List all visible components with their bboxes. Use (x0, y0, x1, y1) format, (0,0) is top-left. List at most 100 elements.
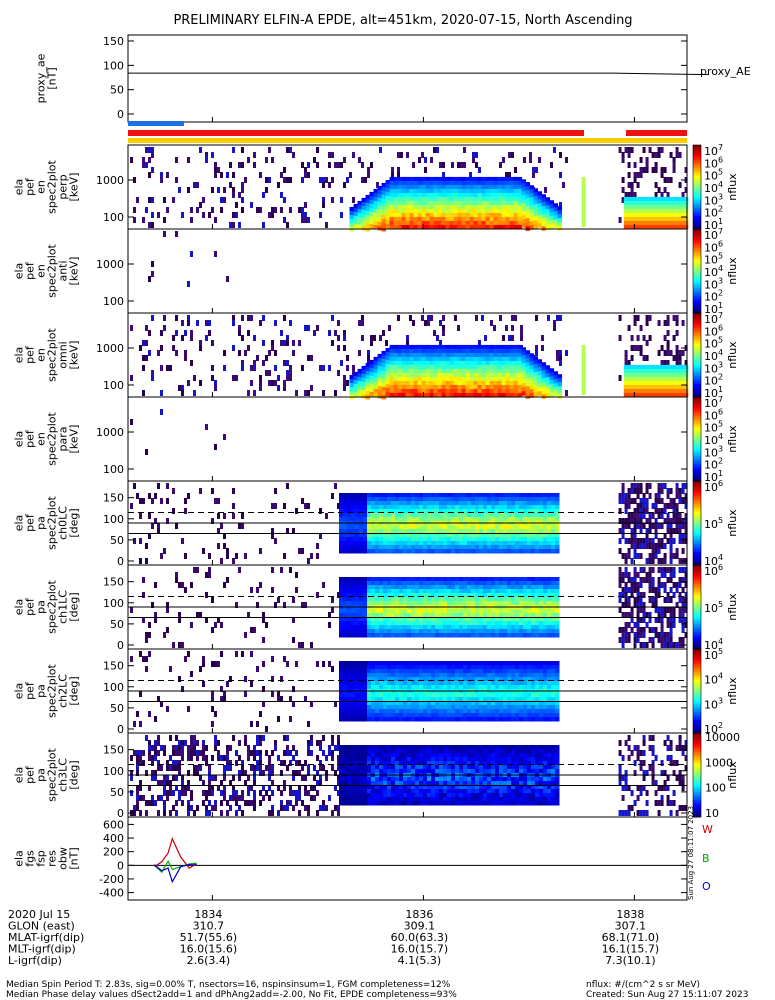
pa-cell-6 (431, 617, 436, 622)
data-pixel-3 (259, 380, 262, 386)
pa-cell-5 (479, 513, 484, 518)
data-pixel-3 (241, 335, 244, 341)
data-pixel-1 (633, 172, 637, 178)
spectrogram-cell-1 (635, 220, 641, 226)
pa-cell-5 (427, 525, 432, 530)
pa-cell-6 (483, 597, 488, 602)
pa-cell-6 (347, 633, 352, 638)
spectrogram-cell-1 (401, 188, 407, 194)
pa-cell-5 (375, 529, 380, 534)
spectrogram-cell-1 (537, 199, 543, 204)
data-pixel-6 (642, 602, 646, 608)
data-pixel-3 (328, 365, 331, 371)
pa-cell-6 (499, 601, 504, 606)
pa-cell-6 (423, 629, 428, 634)
spectrogram-cell-1 (437, 212, 443, 218)
pa-cell-5 (463, 533, 468, 538)
colorbar-cell-5-28 (693, 539, 701, 543)
data-pixel-6 (627, 577, 631, 583)
pa-cell-6 (551, 609, 556, 614)
data-pixel-5 (648, 543, 652, 549)
spectrogram-cell-1 (421, 200, 427, 206)
pa-cell-5 (499, 493, 504, 498)
spectrogram-cell-1 (493, 200, 499, 206)
spectrogram-cell-3 (477, 356, 483, 362)
spectrogram-cell-3 (489, 356, 495, 362)
pa-cell-5 (391, 517, 396, 522)
spectrogram-cell-1 (541, 202, 547, 207)
pa-cell-5 (343, 505, 348, 510)
spectrogram-cell-3 (477, 384, 483, 390)
spectrogram-cell-1 (429, 212, 435, 218)
pa-cell-5 (491, 513, 496, 518)
data-pixel-1 (645, 167, 649, 173)
data-pixel-6 (636, 612, 640, 618)
spectrogram-cell-3 (393, 388, 399, 394)
pa-cell-5 (395, 505, 400, 510)
pa-cell-6 (419, 577, 424, 582)
data-pixel-6 (642, 627, 646, 633)
pa-cell-6 (355, 597, 360, 602)
spectrogram-cell-3 (389, 356, 395, 362)
data-pixel-5 (172, 508, 175, 514)
spectrogram-cell-3 (425, 372, 431, 378)
spectrogram-cell-3 (505, 344, 511, 350)
spectrogram-cell-1 (477, 196, 483, 202)
proxy-ae-line (128, 72, 709, 76)
spectrogram-cell-1 (453, 220, 459, 226)
spectrogram-cell-1 (465, 208, 471, 214)
spectrogram-cell-3 (457, 392, 463, 398)
spectrogram-cell-1 (473, 212, 479, 218)
pa-cell-6 (447, 585, 452, 590)
spectrogram-cell-1 (409, 192, 415, 198)
pa-cell-5 (459, 513, 464, 518)
data-pixel-1 (136, 197, 139, 203)
pa-cell-6 (419, 593, 424, 598)
spectrogram-cell-1 (449, 212, 455, 218)
spectrogram-cell-1 (513, 196, 519, 202)
pa-cell-6 (515, 625, 520, 630)
pa-cell-6 (523, 609, 528, 614)
colorbar-cell-1-27 (693, 201, 701, 205)
pa-cell-6 (439, 601, 444, 606)
ylabel-4-2: en (35, 432, 48, 446)
data-pixel-6 (678, 597, 682, 603)
spectrogram-cell-1 (679, 200, 685, 206)
data-pixel-3 (331, 340, 334, 346)
spectrogram-cell-3 (397, 356, 403, 362)
data-pixel-5 (660, 483, 664, 489)
data-pixel-5 (630, 488, 634, 494)
pa-cell-5 (407, 537, 412, 542)
spectrogram-cell-1 (393, 204, 399, 210)
spectrogram-cell-3 (481, 392, 487, 398)
data-pixel-5 (669, 553, 673, 559)
pa-cell-5 (539, 549, 544, 554)
data-pixel-1 (232, 192, 235, 198)
pa-cell-5 (455, 549, 460, 554)
data-pixel-1 (451, 162, 454, 168)
colorbar-cell-6-21 (693, 609, 701, 612)
data-pixel-6 (681, 567, 685, 573)
pa-cell-5 (503, 501, 508, 506)
data-pixel-5 (660, 543, 664, 549)
pa-cell-6 (435, 609, 440, 614)
spectrogram-cell-3 (453, 356, 459, 362)
spectrogram-cell-1 (397, 204, 403, 210)
pa-cell-5 (383, 537, 388, 542)
data-pixel-5 (624, 503, 628, 509)
spectrogram-cell-3 (525, 370, 531, 375)
pa-cell-6 (439, 589, 444, 594)
data-pixel-1 (304, 217, 307, 223)
data-pixel-3 (157, 350, 160, 356)
data-pixel-6 (630, 592, 634, 598)
spectrogram-cell-1 (369, 199, 375, 205)
colorbar-cell-3-37 (693, 390, 701, 394)
data-pixel-1 (145, 207, 148, 213)
colorbar-cell-3-1 (693, 315, 701, 318)
spectrogram-cell-3 (377, 393, 383, 399)
spectrogram-cell-3 (441, 388, 447, 394)
data-pixel-1 (322, 197, 325, 203)
spectrogram-cell-1 (469, 176, 475, 182)
spectrogram-cell-1 (457, 200, 463, 206)
spectrogram-cell-1 (385, 219, 391, 225)
